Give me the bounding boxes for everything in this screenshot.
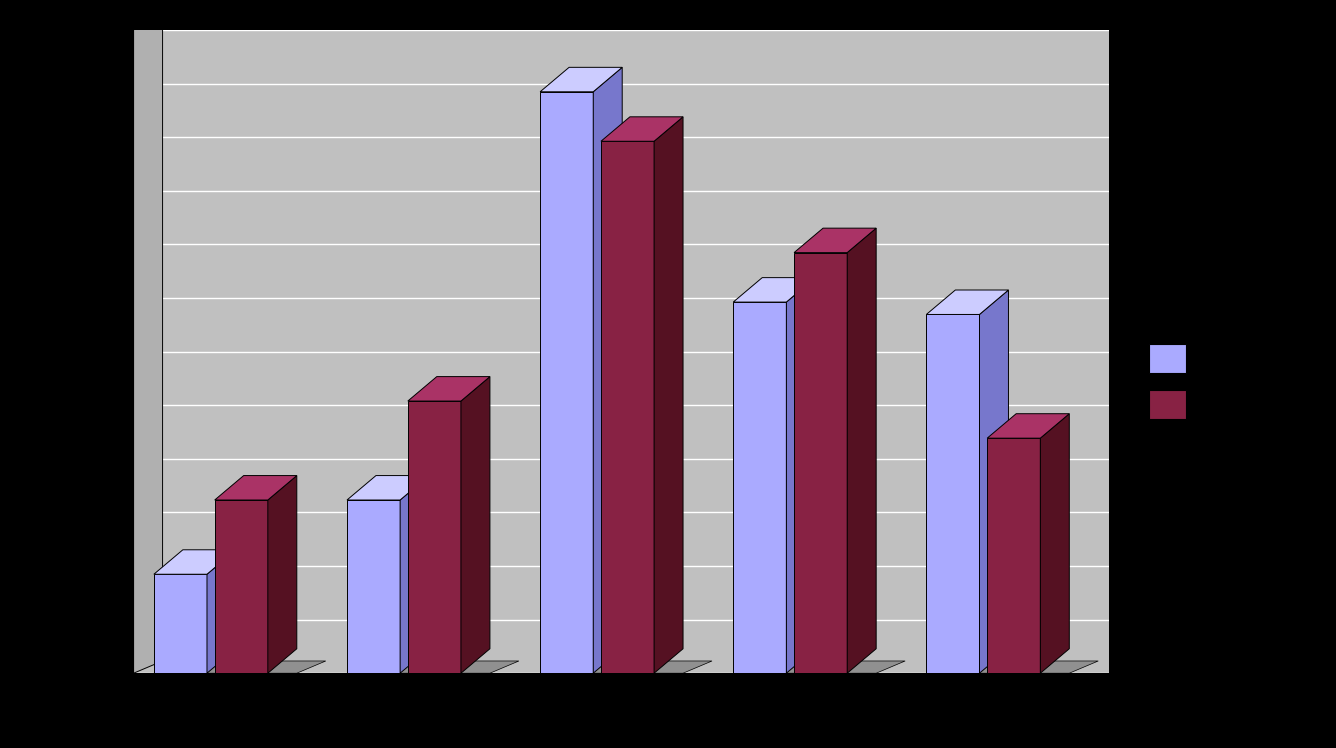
Polygon shape bbox=[655, 117, 683, 673]
Polygon shape bbox=[540, 67, 623, 92]
Polygon shape bbox=[540, 92, 593, 673]
Polygon shape bbox=[347, 476, 429, 500]
Polygon shape bbox=[407, 401, 461, 673]
Polygon shape bbox=[987, 414, 1069, 438]
Polygon shape bbox=[540, 661, 712, 673]
Polygon shape bbox=[1041, 414, 1069, 673]
Polygon shape bbox=[926, 661, 1098, 673]
Polygon shape bbox=[847, 228, 876, 673]
Polygon shape bbox=[601, 117, 683, 141]
Polygon shape bbox=[794, 228, 876, 253]
Polygon shape bbox=[207, 550, 236, 673]
Polygon shape bbox=[399, 476, 429, 673]
Polygon shape bbox=[733, 278, 815, 302]
Polygon shape bbox=[267, 476, 297, 673]
Polygon shape bbox=[987, 438, 1041, 673]
Polygon shape bbox=[154, 550, 236, 574]
Polygon shape bbox=[215, 476, 297, 500]
Polygon shape bbox=[733, 661, 904, 673]
Polygon shape bbox=[215, 500, 267, 673]
Polygon shape bbox=[347, 500, 399, 673]
Polygon shape bbox=[593, 67, 623, 673]
Polygon shape bbox=[461, 376, 490, 673]
Bar bbox=[1149, 344, 1186, 373]
Polygon shape bbox=[134, 5, 163, 673]
Polygon shape bbox=[787, 278, 815, 673]
Polygon shape bbox=[407, 376, 490, 401]
Polygon shape bbox=[154, 574, 207, 673]
Polygon shape bbox=[154, 661, 326, 673]
Polygon shape bbox=[601, 141, 655, 673]
Polygon shape bbox=[926, 290, 1009, 314]
Polygon shape bbox=[979, 290, 1009, 673]
Polygon shape bbox=[794, 253, 847, 673]
Polygon shape bbox=[733, 302, 787, 673]
Polygon shape bbox=[347, 661, 518, 673]
Bar bbox=[1149, 390, 1186, 419]
Polygon shape bbox=[926, 314, 979, 673]
